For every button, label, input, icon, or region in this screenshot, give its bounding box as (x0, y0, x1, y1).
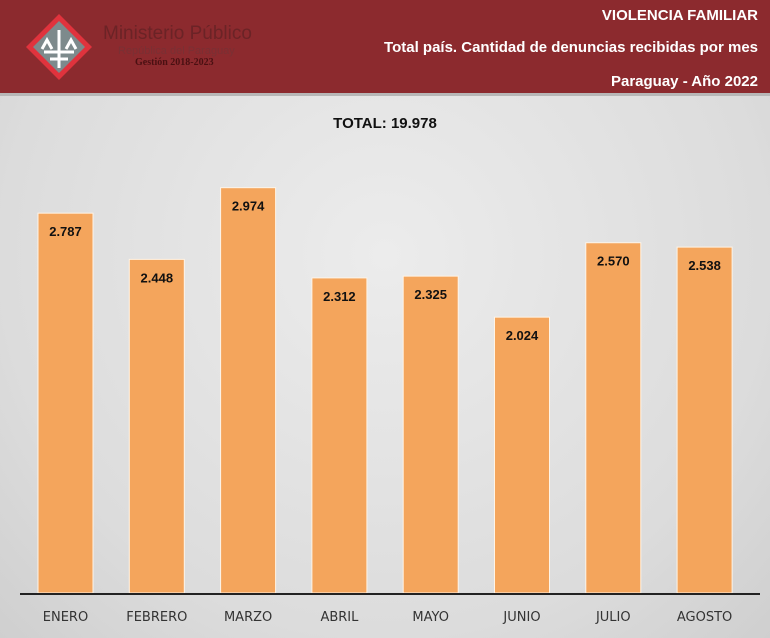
bar-abril (311, 277, 368, 594)
data-label: 2.538 (688, 258, 721, 273)
chart-place-year: Paraguay - Año 2022 (610, 73, 758, 90)
logo-subtitle: República del Paraguay (118, 45, 235, 57)
x-tick-label: ENERO (43, 610, 88, 625)
bar-julio (585, 242, 642, 594)
x-tick-label: MAYO (412, 610, 449, 625)
bar-junio (494, 316, 550, 594)
x-tick-label: ABRIL (320, 610, 359, 625)
data-label: 2.787 (49, 224, 82, 239)
chart-subtitle: Total país. Cantidad de denuncias recibi… (384, 39, 758, 56)
data-label: 2.325 (414, 287, 447, 302)
header-banner: Ministerio Público República del Paragua… (0, 0, 770, 96)
bar-enero (37, 212, 94, 594)
x-tick-label: JULIO (595, 610, 631, 625)
ministerio-publico-logo (26, 14, 92, 80)
data-label: 2.570 (597, 254, 630, 269)
data-label: 2.448 (141, 270, 174, 285)
x-tick-label: AGOSTO (677, 610, 732, 625)
bar-febrero (128, 258, 185, 594)
data-label: 2.974 (232, 199, 265, 214)
bar-agosto (676, 246, 733, 594)
logo-gestion: Gestión 2018-2023 (135, 57, 214, 68)
chart-title: VIOLENCIA FAMILIAR (601, 7, 758, 24)
bar-marzo (220, 187, 277, 594)
x-tick-label: JUNIO (502, 610, 540, 625)
total-label: TOTAL: 19.978 (333, 115, 437, 132)
bar-mayo (402, 275, 459, 594)
data-label: 2.024 (506, 328, 539, 343)
logo-name: Ministerio Público (103, 23, 252, 44)
x-tick-label: FEBRERO (126, 610, 187, 625)
x-tick-label: MARZO (224, 610, 272, 625)
data-label: 2.312 (323, 289, 356, 304)
